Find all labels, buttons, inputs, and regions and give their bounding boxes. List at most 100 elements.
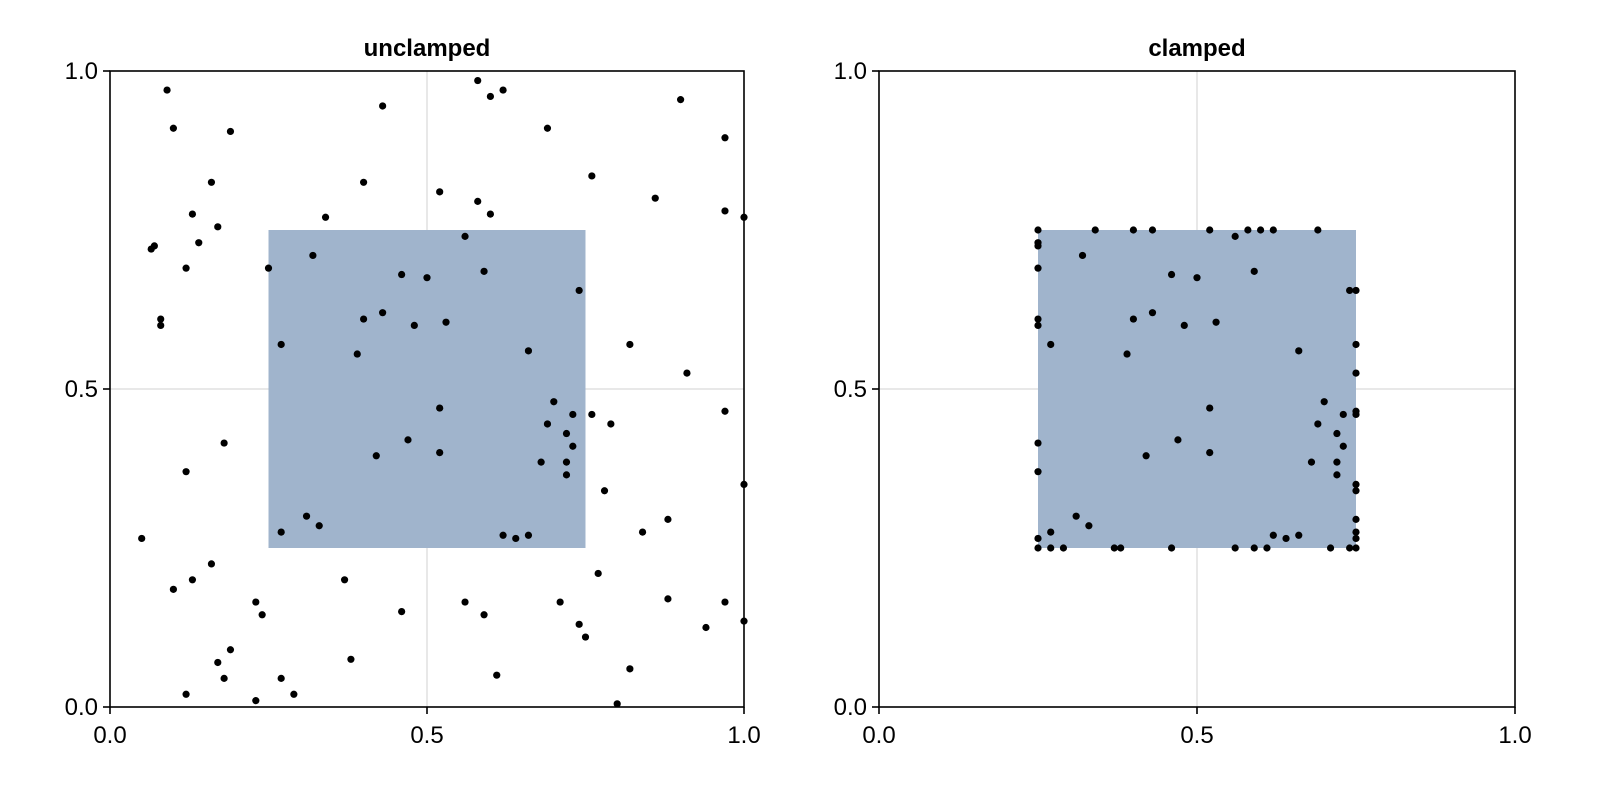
scatter-point — [461, 232, 469, 240]
scatter-point — [1307, 458, 1316, 466]
scatter-point — [1059, 544, 1068, 552]
y-tick-label: 0.5 — [65, 376, 98, 403]
scatter-point — [1167, 544, 1176, 552]
scatter-point — [1295, 347, 1303, 355]
scatter-point — [1320, 398, 1328, 406]
scatter-point — [436, 188, 444, 196]
scatter-point — [398, 608, 406, 616]
scatter-point — [321, 213, 330, 221]
scatter-point — [664, 595, 672, 603]
scatter-point — [474, 76, 482, 85]
scatter-point — [664, 515, 672, 523]
scatter-point — [1333, 471, 1341, 479]
scatter-point — [1034, 439, 1042, 447]
scatter-point — [588, 410, 596, 419]
x-tick-label: 1.0 — [1498, 722, 1531, 749]
scatter-point — [207, 560, 216, 568]
scatter-point — [290, 690, 298, 698]
y-tick-label: 1.0 — [65, 58, 98, 85]
scatter-point — [474, 197, 482, 205]
x-tick-label: 0.5 — [410, 722, 443, 749]
scatter-point — [1352, 528, 1360, 536]
scatter-point — [1212, 318, 1220, 326]
scatter-point — [569, 442, 577, 450]
scatter-point — [569, 410, 577, 419]
scatter-point — [721, 407, 729, 415]
scatter-point — [1206, 226, 1214, 234]
scatter-point — [613, 700, 621, 708]
scatter-point — [1174, 436, 1182, 444]
scatter-point — [195, 239, 203, 247]
scatter-point — [1034, 544, 1042, 552]
scatter-point — [575, 286, 583, 295]
x-tick-label: 0.5 — [1180, 722, 1213, 749]
scatter-point — [1148, 309, 1157, 317]
scatter-point — [226, 127, 235, 136]
scatter-point — [524, 347, 533, 355]
scatter-point — [147, 245, 155, 253]
scatter-point — [302, 512, 311, 520]
scatter-point — [1314, 226, 1322, 234]
scatter-point — [1047, 528, 1055, 536]
scatter-point — [1295, 531, 1303, 539]
scatter-point — [562, 429, 571, 438]
x-tick-label: 0.0 — [93, 722, 126, 749]
scatter-point — [1072, 512, 1080, 520]
scatter-point — [1078, 251, 1087, 260]
scatter-point — [1034, 315, 1042, 323]
scatter-point — [562, 471, 571, 479]
scatter-point — [550, 398, 558, 406]
scatter-point — [1352, 544, 1360, 552]
scatter-point — [1352, 480, 1360, 488]
scatter-point — [1206, 449, 1214, 457]
scatter-point — [1148, 226, 1157, 234]
scatter-point — [512, 534, 520, 543]
scatter-point — [575, 620, 583, 628]
scatter-point — [404, 436, 412, 444]
scatter-point — [157, 321, 165, 329]
scatter-point — [607, 420, 615, 428]
scatter-point — [182, 468, 190, 476]
scatter-point — [588, 172, 596, 180]
scatter-point — [1352, 407, 1360, 415]
scatter-point — [1034, 226, 1042, 234]
scatter-point — [372, 452, 380, 460]
scatter-point — [1250, 267, 1258, 275]
scatter-point — [398, 270, 406, 279]
scatter-point — [702, 623, 710, 632]
scatter-point — [1034, 468, 1042, 476]
scatter-point — [1352, 369, 1360, 377]
scatter-point — [683, 369, 691, 377]
scatter-point — [543, 124, 552, 132]
highlight-rect — [268, 230, 586, 548]
scatter-point — [1206, 404, 1214, 412]
scatter-point — [677, 96, 685, 104]
scatter-point — [480, 611, 488, 619]
scatter-point — [1339, 410, 1347, 419]
scatter-point — [486, 92, 494, 101]
scatter-point — [379, 309, 387, 317]
scatter-point — [499, 86, 507, 94]
scatter-point — [626, 340, 634, 349]
scatter-point — [169, 585, 177, 593]
scatter-point — [1129, 226, 1137, 234]
scatter-point — [461, 598, 469, 606]
scatter-point — [258, 611, 266, 619]
scatter-point — [360, 315, 368, 323]
scatter-point — [600, 487, 609, 495]
scatter-point — [220, 439, 228, 447]
chart-title: clamped — [1148, 35, 1245, 62]
scatter-point — [207, 178, 216, 186]
scatter-point — [1047, 544, 1055, 552]
scatter-point — [537, 458, 545, 466]
scatter-point — [1352, 515, 1360, 523]
scatter-point — [1193, 274, 1201, 282]
scatter-point — [556, 598, 564, 606]
scatter-point — [1047, 340, 1055, 349]
scatter-point — [1244, 226, 1252, 234]
scatter-point — [340, 576, 349, 584]
scatter-point — [1269, 226, 1277, 234]
x-tick-label: 1.0 — [727, 722, 760, 749]
scatter-point — [182, 264, 190, 272]
